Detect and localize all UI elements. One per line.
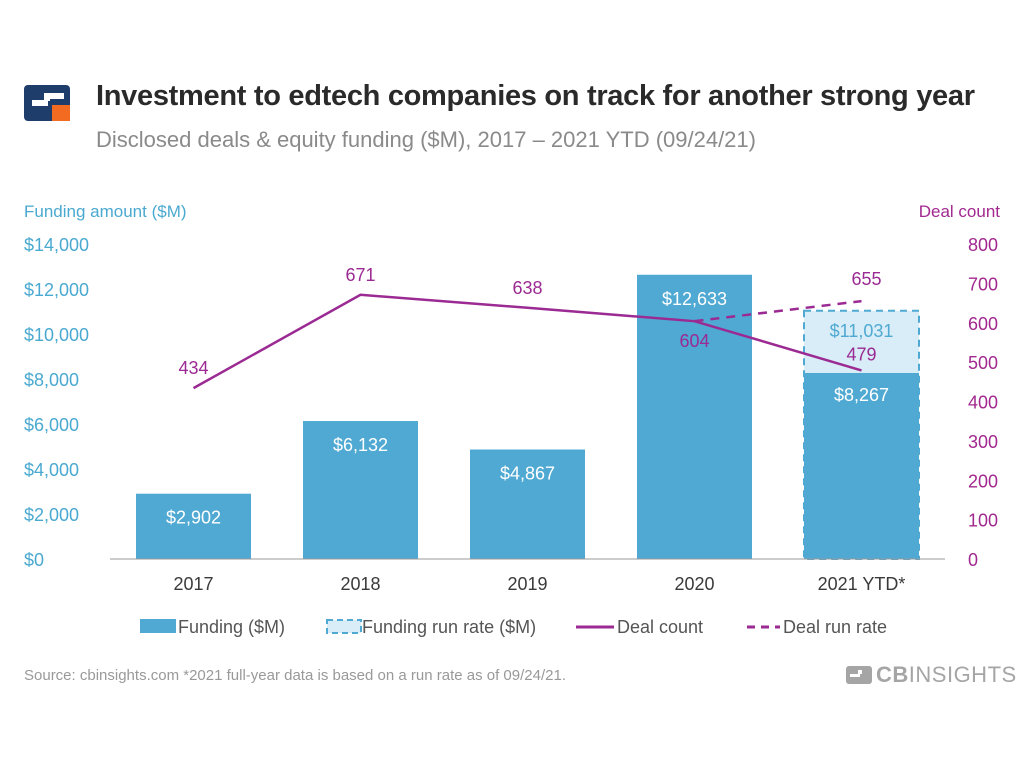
left-axis-tick: $4,000 (24, 460, 79, 480)
deal-count-label: 479 (846, 344, 876, 364)
right-axis-title: Deal count (919, 202, 1001, 221)
run-rate-bar-label: $11,031 (830, 321, 894, 341)
funding-bar-label: $12,633 (662, 289, 727, 309)
right-axis-tick: 800 (968, 235, 998, 255)
funding-bar-label: $6,132 (333, 435, 388, 455)
deal-count-line (192, 293, 862, 390)
x-axis-category-label: 2020 (674, 574, 714, 594)
right-axis-tick: 600 (968, 314, 998, 334)
funding-bar-label: $2,902 (166, 508, 221, 528)
right-axis-tick: 700 (968, 274, 998, 294)
cb-mark-icon (846, 666, 872, 684)
x-axis-category-label: 2017 (173, 574, 213, 594)
legend-swatch-run-rate (326, 619, 362, 634)
left-axis-tick: $2,000 (24, 505, 79, 525)
funding-bar (303, 421, 418, 559)
funding-bar (470, 449, 585, 559)
cb-insights-logo (24, 85, 70, 121)
brand-wordmark: CBINSIGHTS (846, 662, 1017, 688)
left-axis-title: Funding amount ($M) (24, 202, 187, 221)
chart-title: Investment to edtech companies on track … (96, 80, 975, 112)
left-axis-tick: $8,000 (24, 370, 79, 390)
deal-run-rate-line (694, 299, 862, 323)
funding-bar (804, 372, 919, 559)
legend-label-deal-run-rate: Deal run rate (783, 617, 887, 637)
x-axis-category-label: 2021 YTD* (818, 574, 906, 594)
right-axis-tick: 300 (968, 432, 998, 452)
legend-label-run-rate: Funding run rate ($M) (362, 617, 536, 637)
deal-count-label: 434 (178, 358, 208, 378)
source-note: Source: cbinsights.com *2021 full-year d… (24, 667, 566, 684)
deal-count-label: 671 (345, 265, 375, 285)
chart-subtitle: Disclosed deals & equity funding ($M), 2… (96, 127, 756, 152)
x-axis-category-label: 2018 (340, 574, 380, 594)
funding-bar (136, 493, 251, 559)
left-axis-tick: $12,000 (24, 280, 89, 300)
funding-bar-label: $4,867 (500, 463, 555, 483)
right-axis-tick: 200 (968, 471, 998, 491)
legend-swatch-funding (140, 619, 176, 633)
funding-bar-label: $8,267 (834, 385, 889, 405)
brand-prefix: CB (876, 662, 909, 687)
right-axis-tick: 100 (968, 511, 998, 531)
deal-count-label: 604 (679, 331, 709, 351)
right-axis-tick: 0 (968, 550, 978, 570)
right-axis-tick: 400 (968, 393, 998, 413)
deal-count-label: 638 (512, 278, 542, 298)
left-axis-tick: $10,000 (24, 325, 89, 345)
right-axis-tick: 500 (968, 353, 998, 373)
brand-suffix: INSIGHTS (908, 662, 1017, 687)
left-axis-tick: $14,000 (24, 235, 89, 255)
left-axis-tick: $6,000 (24, 415, 79, 435)
x-axis-category-label: 2019 (507, 574, 547, 594)
legend-label-deal-count: Deal count (617, 617, 703, 637)
deal-run-rate-label: 655 (851, 269, 881, 289)
legend-label-funding: Funding ($M) (178, 617, 285, 637)
left-axis-tick: $0 (24, 550, 44, 570)
